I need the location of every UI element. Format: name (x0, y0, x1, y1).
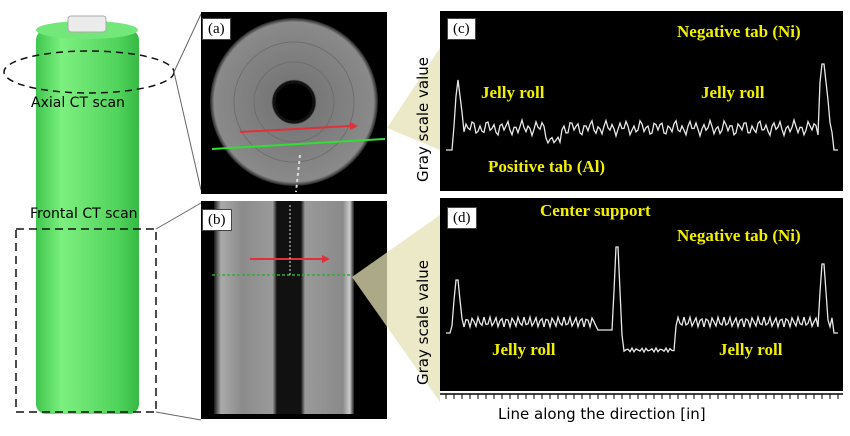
battery-cell (36, 15, 139, 414)
connector-line (173, 71, 202, 191)
frontal-scan-label: Frontal CT scan (30, 206, 138, 222)
connector-line (173, 13, 202, 73)
annotation-jelly-roll-d-right: Jelly roll (719, 340, 783, 359)
plot-c-trace (446, 63, 838, 151)
plot-c-area (440, 11, 843, 191)
x-axis-label: Line along the direction [in] (498, 405, 706, 423)
frontal-ct-image (201, 201, 387, 419)
connector-line (155, 411, 202, 421)
panel-tag-b: (b) (202, 209, 232, 231)
annotation-negative-tab-c: Negative tab (Ni) (677, 22, 801, 41)
panel-tag-d: (d) (447, 207, 477, 229)
plot-d-trace (446, 246, 838, 354)
axial-ct-image (201, 12, 387, 194)
annotation-jelly-roll-c-right: Jelly roll (701, 83, 765, 102)
battery-body (36, 30, 139, 414)
annotation-center-support: Center support (540, 201, 651, 220)
battery-terminal (67, 15, 107, 33)
plot-d-ylabel: Gray scale value (414, 259, 432, 385)
x-axis-ticks (445, 394, 839, 399)
panel-tag-a: (a) (202, 18, 231, 40)
annotation-jelly-roll-c-left: Jelly roll (481, 83, 545, 102)
annotation-jelly-roll-d-left: Jelly roll (492, 340, 556, 359)
scan-arrow (239, 125, 351, 133)
annotation-positive-tab: Positive tab (Al) (488, 157, 606, 176)
annotation-negative-tab-d: Negative tab (Ni) (677, 226, 801, 245)
plot-c-ylabel: Gray scale value (414, 56, 432, 182)
connector-line (155, 202, 202, 230)
projection-wedge-c (387, 48, 440, 150)
projection-wedge-d (352, 215, 440, 402)
scan-line (211, 138, 386, 150)
plot-d-area (440, 198, 843, 391)
frontal-box (15, 228, 157, 413)
axial-scan-label: Axial CT scan (31, 95, 125, 111)
panel-tag-c: (c) (447, 18, 476, 40)
